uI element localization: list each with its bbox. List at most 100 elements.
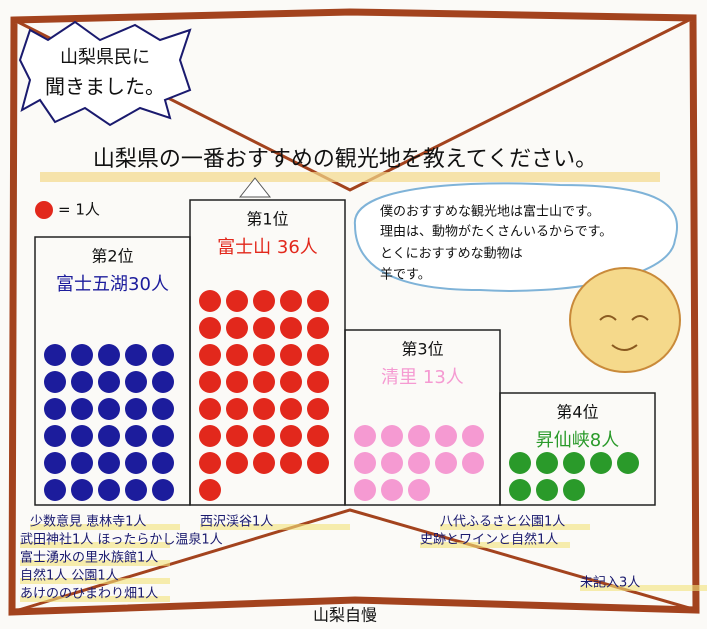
minority-line: 武田神社1人 ほったらかし温泉1人 (20, 532, 223, 548)
vote-dot (354, 425, 376, 447)
vote-dot (280, 425, 302, 447)
vote-dot (563, 452, 585, 474)
vote-dot (462, 452, 484, 474)
vote-dot (253, 371, 275, 393)
vote-dot (408, 479, 430, 501)
minority-line: 少数意見 恵林寺1人 (30, 514, 146, 530)
vote-dot (563, 479, 585, 501)
highlight (200, 524, 350, 530)
highlight (20, 596, 170, 602)
vote-dot (44, 398, 66, 420)
vote-dot (98, 371, 120, 393)
minority-line: 西沢渓谷1人 (200, 515, 273, 530)
minority-line: 史跡とワインと自然1人 (420, 532, 558, 548)
vote-dot (71, 344, 93, 366)
vote-dot (253, 425, 275, 447)
vote-dot (199, 317, 221, 339)
vote-dot (307, 452, 329, 474)
vote-dot (71, 452, 93, 474)
rank-label: 昇仙峡8人 (536, 430, 619, 451)
vote-dot (71, 425, 93, 447)
vote-dot (307, 344, 329, 366)
rank-label: 富士五湖30人 (56, 274, 169, 295)
vote-dot (199, 452, 221, 474)
vote-dot (226, 317, 248, 339)
vote-dot (71, 479, 93, 501)
speech-line: 僕のおすすめな観光地は富士山です。 (380, 204, 600, 220)
legend-label: = 1人 (58, 201, 100, 219)
vote-dot (381, 479, 403, 501)
vote-dot (226, 452, 248, 474)
vote-dot (44, 344, 66, 366)
vote-dot (509, 479, 531, 501)
vote-dot (307, 398, 329, 420)
vote-dot (307, 425, 329, 447)
vote-dot (226, 425, 248, 447)
vote-dot (280, 398, 302, 420)
vote-dot (125, 371, 147, 393)
vote-dot (307, 290, 329, 312)
speech-line: 羊です。 (380, 267, 431, 283)
vote-dot (44, 425, 66, 447)
speech-line: 理由は、動物がたくさんいるからです。 (380, 225, 612, 240)
rank-title: 第1位 (246, 210, 288, 229)
vote-dot (280, 344, 302, 366)
vote-dot (199, 344, 221, 366)
vote-dot (98, 452, 120, 474)
vote-dot (354, 479, 376, 501)
vote-dot (509, 452, 531, 474)
vote-dot (381, 425, 403, 447)
vote-dot (152, 452, 174, 474)
highlight (20, 578, 170, 584)
vote-dot (199, 479, 221, 501)
vote-dot (307, 317, 329, 339)
speech-bubble (353, 182, 678, 292)
vote-dot (71, 398, 93, 420)
vote-dot (125, 452, 147, 474)
mount-fuji (238, 177, 272, 198)
podium (499, 392, 656, 506)
vote-dot (280, 371, 302, 393)
footer: 山梨自慢 (313, 606, 377, 625)
vote-dot (152, 425, 174, 447)
vote-dot (44, 479, 66, 501)
rank-title: 第2位 (91, 247, 133, 266)
vote-dot (354, 452, 376, 474)
vote-dot (199, 425, 221, 447)
minority-line: 自然1人 公園1人 (20, 568, 119, 584)
vote-dot (435, 452, 457, 474)
highlight (30, 524, 180, 530)
rank-label: 富士山 36人 (217, 237, 318, 258)
speech-line: とくにおすすめな動物は (380, 247, 523, 262)
vote-dot (226, 398, 248, 420)
minority-line: 八代ふるさと公園1人 (440, 515, 565, 530)
sheep-face (569, 267, 681, 373)
vote-dot (199, 371, 221, 393)
vote-dot (462, 425, 484, 447)
badge-line: 山梨県民に (60, 47, 150, 68)
vote-dot (152, 344, 174, 366)
vote-dot (435, 425, 457, 447)
sheep-mouth (611, 344, 638, 351)
rank-label: 清里 13人 (381, 367, 464, 388)
highlight (420, 542, 570, 548)
vote-dot (280, 452, 302, 474)
vote-dot (199, 290, 221, 312)
vote-dot (253, 290, 275, 312)
vote-dot (280, 290, 302, 312)
vote-dot (408, 452, 430, 474)
vote-dot (536, 452, 558, 474)
vote-dot (381, 452, 403, 474)
vote-dot (125, 398, 147, 420)
title: 山梨県の一番おすすめの観光地を教えてください。 (93, 147, 597, 172)
legend-dot (35, 201, 53, 219)
vote-dot (98, 425, 120, 447)
title-highlight (40, 172, 660, 182)
vote-dot (71, 371, 93, 393)
highlight (20, 560, 170, 566)
sheep-eyes (599, 315, 649, 321)
minority-line: 富士湧水の里水族館1人 (20, 550, 158, 566)
